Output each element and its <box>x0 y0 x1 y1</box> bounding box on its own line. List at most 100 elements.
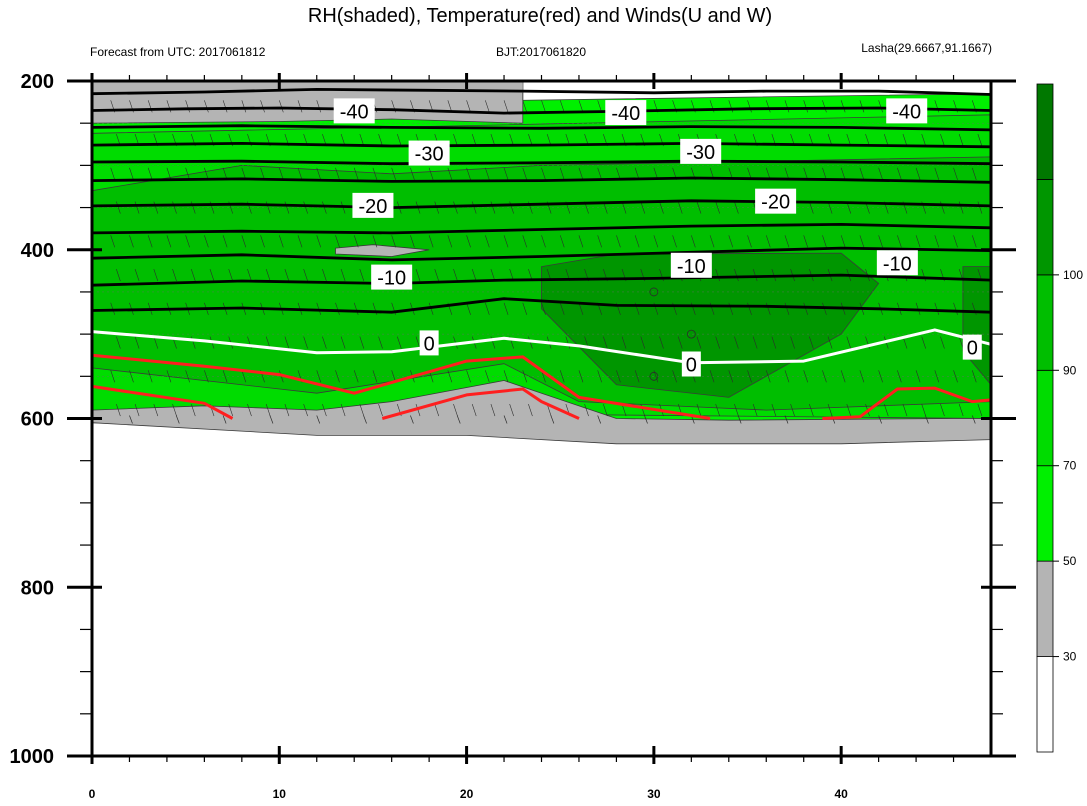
wind-barb <box>728 235 734 248</box>
wind-barb <box>297 167 303 180</box>
wind-barb <box>485 235 490 248</box>
wind-barb <box>559 167 565 180</box>
wind-barb <box>110 167 116 180</box>
wind-barb <box>878 100 883 113</box>
wind-barb <box>453 403 458 417</box>
wind-barb <box>915 235 921 248</box>
y-tick-label: 600 <box>21 409 54 431</box>
wind-barb <box>584 403 589 417</box>
rh-region-6 <box>91 380 992 445</box>
wind-barb <box>616 370 621 383</box>
contour-label-box <box>680 138 722 164</box>
wind-barb <box>803 167 808 180</box>
wind-barb <box>222 235 228 248</box>
wind-barb <box>934 167 940 180</box>
wind-barb <box>902 403 908 417</box>
contour-label: -40 <box>340 101 369 123</box>
wind-barb <box>222 415 227 424</box>
colorbar: 30 50 70 90 100 <box>1036 83 1083 753</box>
wind-barb <box>803 370 808 383</box>
wind-barb <box>204 235 209 248</box>
wind-barb <box>340 336 346 349</box>
wind-barb <box>428 167 434 180</box>
wind-barb <box>677 336 683 349</box>
wind-barb <box>915 370 921 383</box>
calm-wind-circle <box>649 287 659 297</box>
wind-barb <box>971 167 977 180</box>
wind-barb <box>958 336 964 349</box>
wind-barb <box>410 235 415 248</box>
wind-barb <box>691 235 696 248</box>
wind-barb <box>340 403 346 417</box>
wind-barb <box>809 336 814 349</box>
wind-barb <box>116 336 121 349</box>
wind-barb <box>803 100 808 113</box>
wind-barb <box>578 370 584 383</box>
wind-barb <box>977 201 983 214</box>
wind-barb <box>859 370 865 383</box>
wind-barb <box>528 403 533 417</box>
subtitle-station: Lasha(29.6667,91.1667) <box>861 41 992 55</box>
wind-barb <box>550 415 555 424</box>
contour-label-box <box>886 98 928 124</box>
wind-barb <box>415 268 421 282</box>
contour-label-box <box>333 98 375 124</box>
temperature-contour <box>91 328 992 365</box>
x-tick-label: 10 <box>273 787 287 801</box>
wind-barb <box>934 302 940 315</box>
wind-barb <box>279 167 284 180</box>
wind-barb <box>204 370 209 383</box>
wind-barb <box>509 403 514 417</box>
wind-barb <box>822 100 827 113</box>
wind-barb <box>597 235 602 248</box>
contour-labels: -40 -40 -40 -30 -30 -20 -20 -10 -10 -10 0 0 0 <box>333 98 982 377</box>
y-tick-label: 200 <box>21 71 54 93</box>
wind-barb <box>222 370 228 383</box>
wind-barb <box>185 167 190 180</box>
wind-barb <box>878 370 883 383</box>
wind-barb <box>634 235 640 248</box>
wind-barb <box>734 336 739 349</box>
contour-label: -30 <box>686 142 715 164</box>
wind-barb <box>166 167 172 180</box>
wind-barb <box>897 167 902 180</box>
colorbar-swatch <box>1036 83 1054 180</box>
wind-barb <box>541 235 546 248</box>
contour-label: 0 <box>967 338 978 360</box>
wind-barb <box>466 302 471 315</box>
wind-barb <box>172 201 177 214</box>
temperature-contour <box>91 353 711 420</box>
wind-barb <box>447 370 453 383</box>
wind-barb <box>466 167 471 180</box>
wind-barb <box>359 336 365 349</box>
wind-barb <box>110 235 116 248</box>
contour-label: -20 <box>761 192 790 214</box>
y-tick-label: 400 <box>21 240 54 262</box>
wind-barb <box>878 235 883 248</box>
wind-barb <box>784 415 789 424</box>
wind-barb <box>415 336 421 349</box>
wind-barb <box>953 167 958 180</box>
wind-barb <box>541 167 546 180</box>
wind-barb <box>709 235 715 248</box>
wind-barb <box>752 268 758 282</box>
wind-barb <box>353 167 359 180</box>
wind-barb <box>559 100 565 113</box>
wind-barb <box>578 302 584 315</box>
wind-barb <box>490 403 496 417</box>
contour-label-box <box>755 188 797 214</box>
rh-shading <box>91 80 992 445</box>
wind-barb <box>147 235 153 248</box>
wind-barb <box>166 235 172 248</box>
wind-barb <box>803 302 808 315</box>
wind-barb <box>715 336 720 349</box>
wind-barb <box>134 201 140 214</box>
contour-label-box <box>670 252 712 278</box>
wind-barb <box>715 403 720 417</box>
wind-barb <box>466 235 471 248</box>
wind-barb <box>621 336 627 349</box>
wind-barb <box>485 167 490 180</box>
wind-barb <box>153 336 159 349</box>
wind-barb <box>434 268 440 282</box>
calm-wind-circle <box>686 329 696 339</box>
